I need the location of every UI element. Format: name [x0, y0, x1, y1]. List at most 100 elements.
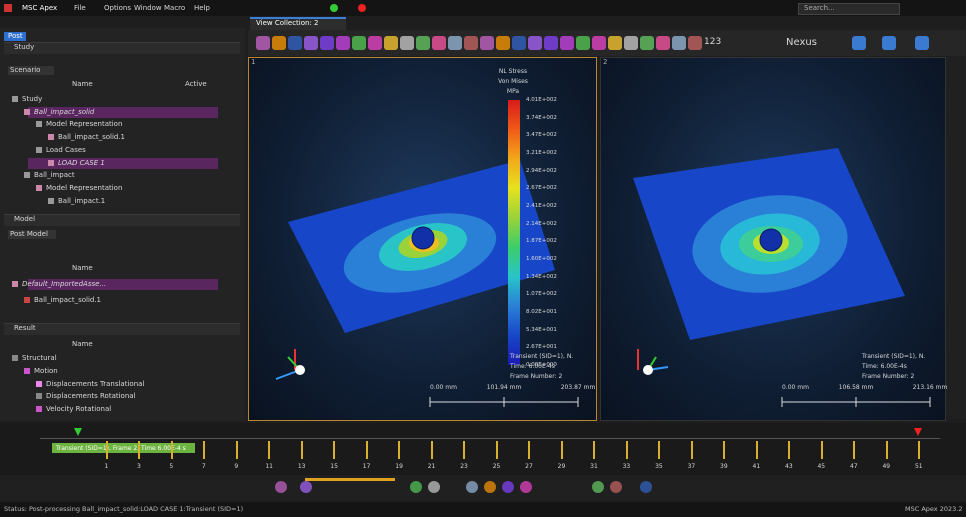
- tree-row[interactable]: Displacements Translational: [46, 379, 145, 388]
- tree-row[interactable]: LOAD CASE 1: [58, 158, 105, 167]
- tree-row[interactable]: Load Cases: [46, 145, 86, 154]
- post-tab-label[interactable]: Post: [8, 32, 23, 40]
- toolbar-button[interactable]: [304, 36, 318, 50]
- toolbar-button[interactable]: [640, 36, 654, 50]
- toolbar-button[interactable]: [432, 36, 446, 50]
- menu-item[interactable]: Window: [134, 4, 162, 12]
- toolbar-button[interactable]: [688, 36, 702, 50]
- playback-button[interactable]: [466, 481, 478, 493]
- toolbar-button[interactable]: [384, 36, 398, 50]
- frame-label[interactable]: 51: [914, 463, 923, 470]
- playback-button[interactable]: [300, 481, 312, 493]
- toolbar-button[interactable]: [400, 36, 414, 50]
- toolbar-button[interactable]: [320, 36, 334, 50]
- frame-label[interactable]: 25: [492, 463, 501, 470]
- tree-row[interactable]: Ball_impact_solid.1: [58, 133, 126, 142]
- playback-button[interactable]: [502, 481, 514, 493]
- menu-item[interactable]: File: [74, 4, 86, 12]
- dropdown[interactable]: [8, 66, 54, 75]
- toolbar-button[interactable]: [352, 36, 366, 50]
- toolbar-button[interactable]: [272, 36, 286, 50]
- tree-row[interactable]: Structural: [22, 354, 57, 362]
- dropdown[interactable]: [8, 230, 56, 239]
- frame-label[interactable]: 35: [655, 463, 663, 470]
- toolbar-button[interactable]: [576, 36, 590, 50]
- end-marker[interactable]: [914, 428, 922, 436]
- frame-label[interactable]: 39: [720, 463, 728, 470]
- toolbar-button[interactable]: [624, 36, 638, 50]
- frame-label[interactable]: 21: [427, 463, 436, 470]
- frame-label[interactable]: 33: [622, 463, 631, 470]
- frame-label[interactable]: 17: [362, 463, 371, 470]
- post-tab[interactable]: [4, 32, 26, 41]
- playback-button[interactable]: [275, 481, 287, 493]
- toolbar-button[interactable]: [544, 36, 558, 50]
- frame-label[interactable]: 3: [136, 463, 141, 470]
- toolbar-button[interactable]: [512, 36, 526, 50]
- playback-button[interactable]: [610, 481, 622, 493]
- toolbar-button[interactable]: [852, 36, 866, 50]
- toolbar-button[interactable]: [672, 36, 686, 50]
- play-button[interactable]: [330, 4, 338, 12]
- tree-row[interactable]: Ball_impact: [34, 171, 75, 180]
- frame-label[interactable]: 29: [557, 463, 566, 470]
- toolbar-button[interactable]: [448, 36, 462, 50]
- tree-row[interactable]: Displacements Rotational: [46, 392, 136, 401]
- record-button[interactable]: [358, 4, 366, 12]
- toolbar-button[interactable]: [256, 36, 270, 50]
- frame-label[interactable]: 37: [687, 463, 696, 470]
- dropdown-label[interactable]: Scenario: [10, 66, 41, 74]
- tree-row[interactable]: Model Representation: [46, 183, 123, 192]
- toolbar-button[interactable]: [608, 36, 622, 50]
- frame-label[interactable]: 49: [882, 463, 891, 470]
- frame-label[interactable]: 45: [817, 463, 826, 470]
- tree-row[interactable]: Velocity Rotational: [46, 405, 112, 414]
- frame-label[interactable]: 19: [395, 463, 403, 470]
- frame-label[interactable]: 23: [460, 463, 468, 470]
- playback-button[interactable]: [520, 481, 532, 493]
- toolbar-button[interactable]: [528, 36, 542, 50]
- start-marker[interactable]: [74, 428, 82, 436]
- frame-label[interactable]: 47: [849, 463, 858, 470]
- search-placeholder[interactable]: Search...: [804, 4, 835, 12]
- search-box[interactable]: [798, 3, 900, 15]
- counter[interactable]: 123: [704, 37, 722, 47]
- tree-row[interactable]: Study: [22, 95, 43, 103]
- tree-row[interactable]: Motion: [34, 366, 58, 375]
- tree-row[interactable]: Ball_impact.1: [58, 196, 106, 205]
- tree-row[interactable]: Ball_impact_solid.1: [34, 296, 102, 304]
- menu-item[interactable]: Help: [194, 4, 210, 12]
- playback-button[interactable]: [428, 481, 440, 493]
- toolbar-button[interactable]: [288, 36, 302, 50]
- frame-label[interactable]: 5: [169, 463, 174, 470]
- playback-button[interactable]: [640, 481, 652, 493]
- frame-label[interactable]: 1: [104, 463, 109, 470]
- nexus-button[interactable]: Nexus: [786, 37, 817, 48]
- tree-row[interactable]: Default_ImportedAsse...: [22, 280, 107, 288]
- frame-label[interactable]: 43: [785, 463, 793, 470]
- toolbar-button[interactable]: [416, 36, 430, 50]
- frame-label[interactable]: 11: [265, 463, 273, 470]
- row-highlight[interactable]: [28, 279, 218, 290]
- frame-label[interactable]: 13: [297, 463, 306, 470]
- toolbar-button[interactable]: [464, 36, 478, 50]
- view-tab[interactable]: [250, 17, 346, 30]
- frame-label[interactable]: 7: [201, 463, 206, 470]
- menu-item[interactable]: Options: [104, 4, 132, 12]
- playback-button[interactable]: [410, 481, 422, 493]
- dropdown-label[interactable]: Post Model: [10, 230, 48, 238]
- menu-item[interactable]: Macro: [164, 4, 186, 12]
- view-tab-label[interactable]: View Collection: 2: [256, 19, 319, 27]
- toolbar-button[interactable]: [592, 36, 606, 50]
- toolbar-button[interactable]: [882, 36, 896, 50]
- toolbar-button[interactable]: [656, 36, 670, 50]
- timeline-range[interactable]: [52, 443, 195, 453]
- row-highlight[interactable]: [28, 106, 218, 118]
- toolbar-button[interactable]: [336, 36, 350, 50]
- frame-label[interactable]: 9: [234, 463, 239, 470]
- toolbar-button[interactable]: [496, 36, 510, 50]
- frame-label[interactable]: 31: [590, 463, 598, 470]
- playback-button[interactable]: [484, 481, 496, 493]
- toolbar-button[interactable]: [480, 36, 494, 50]
- frame-label[interactable]: 41: [752, 463, 761, 470]
